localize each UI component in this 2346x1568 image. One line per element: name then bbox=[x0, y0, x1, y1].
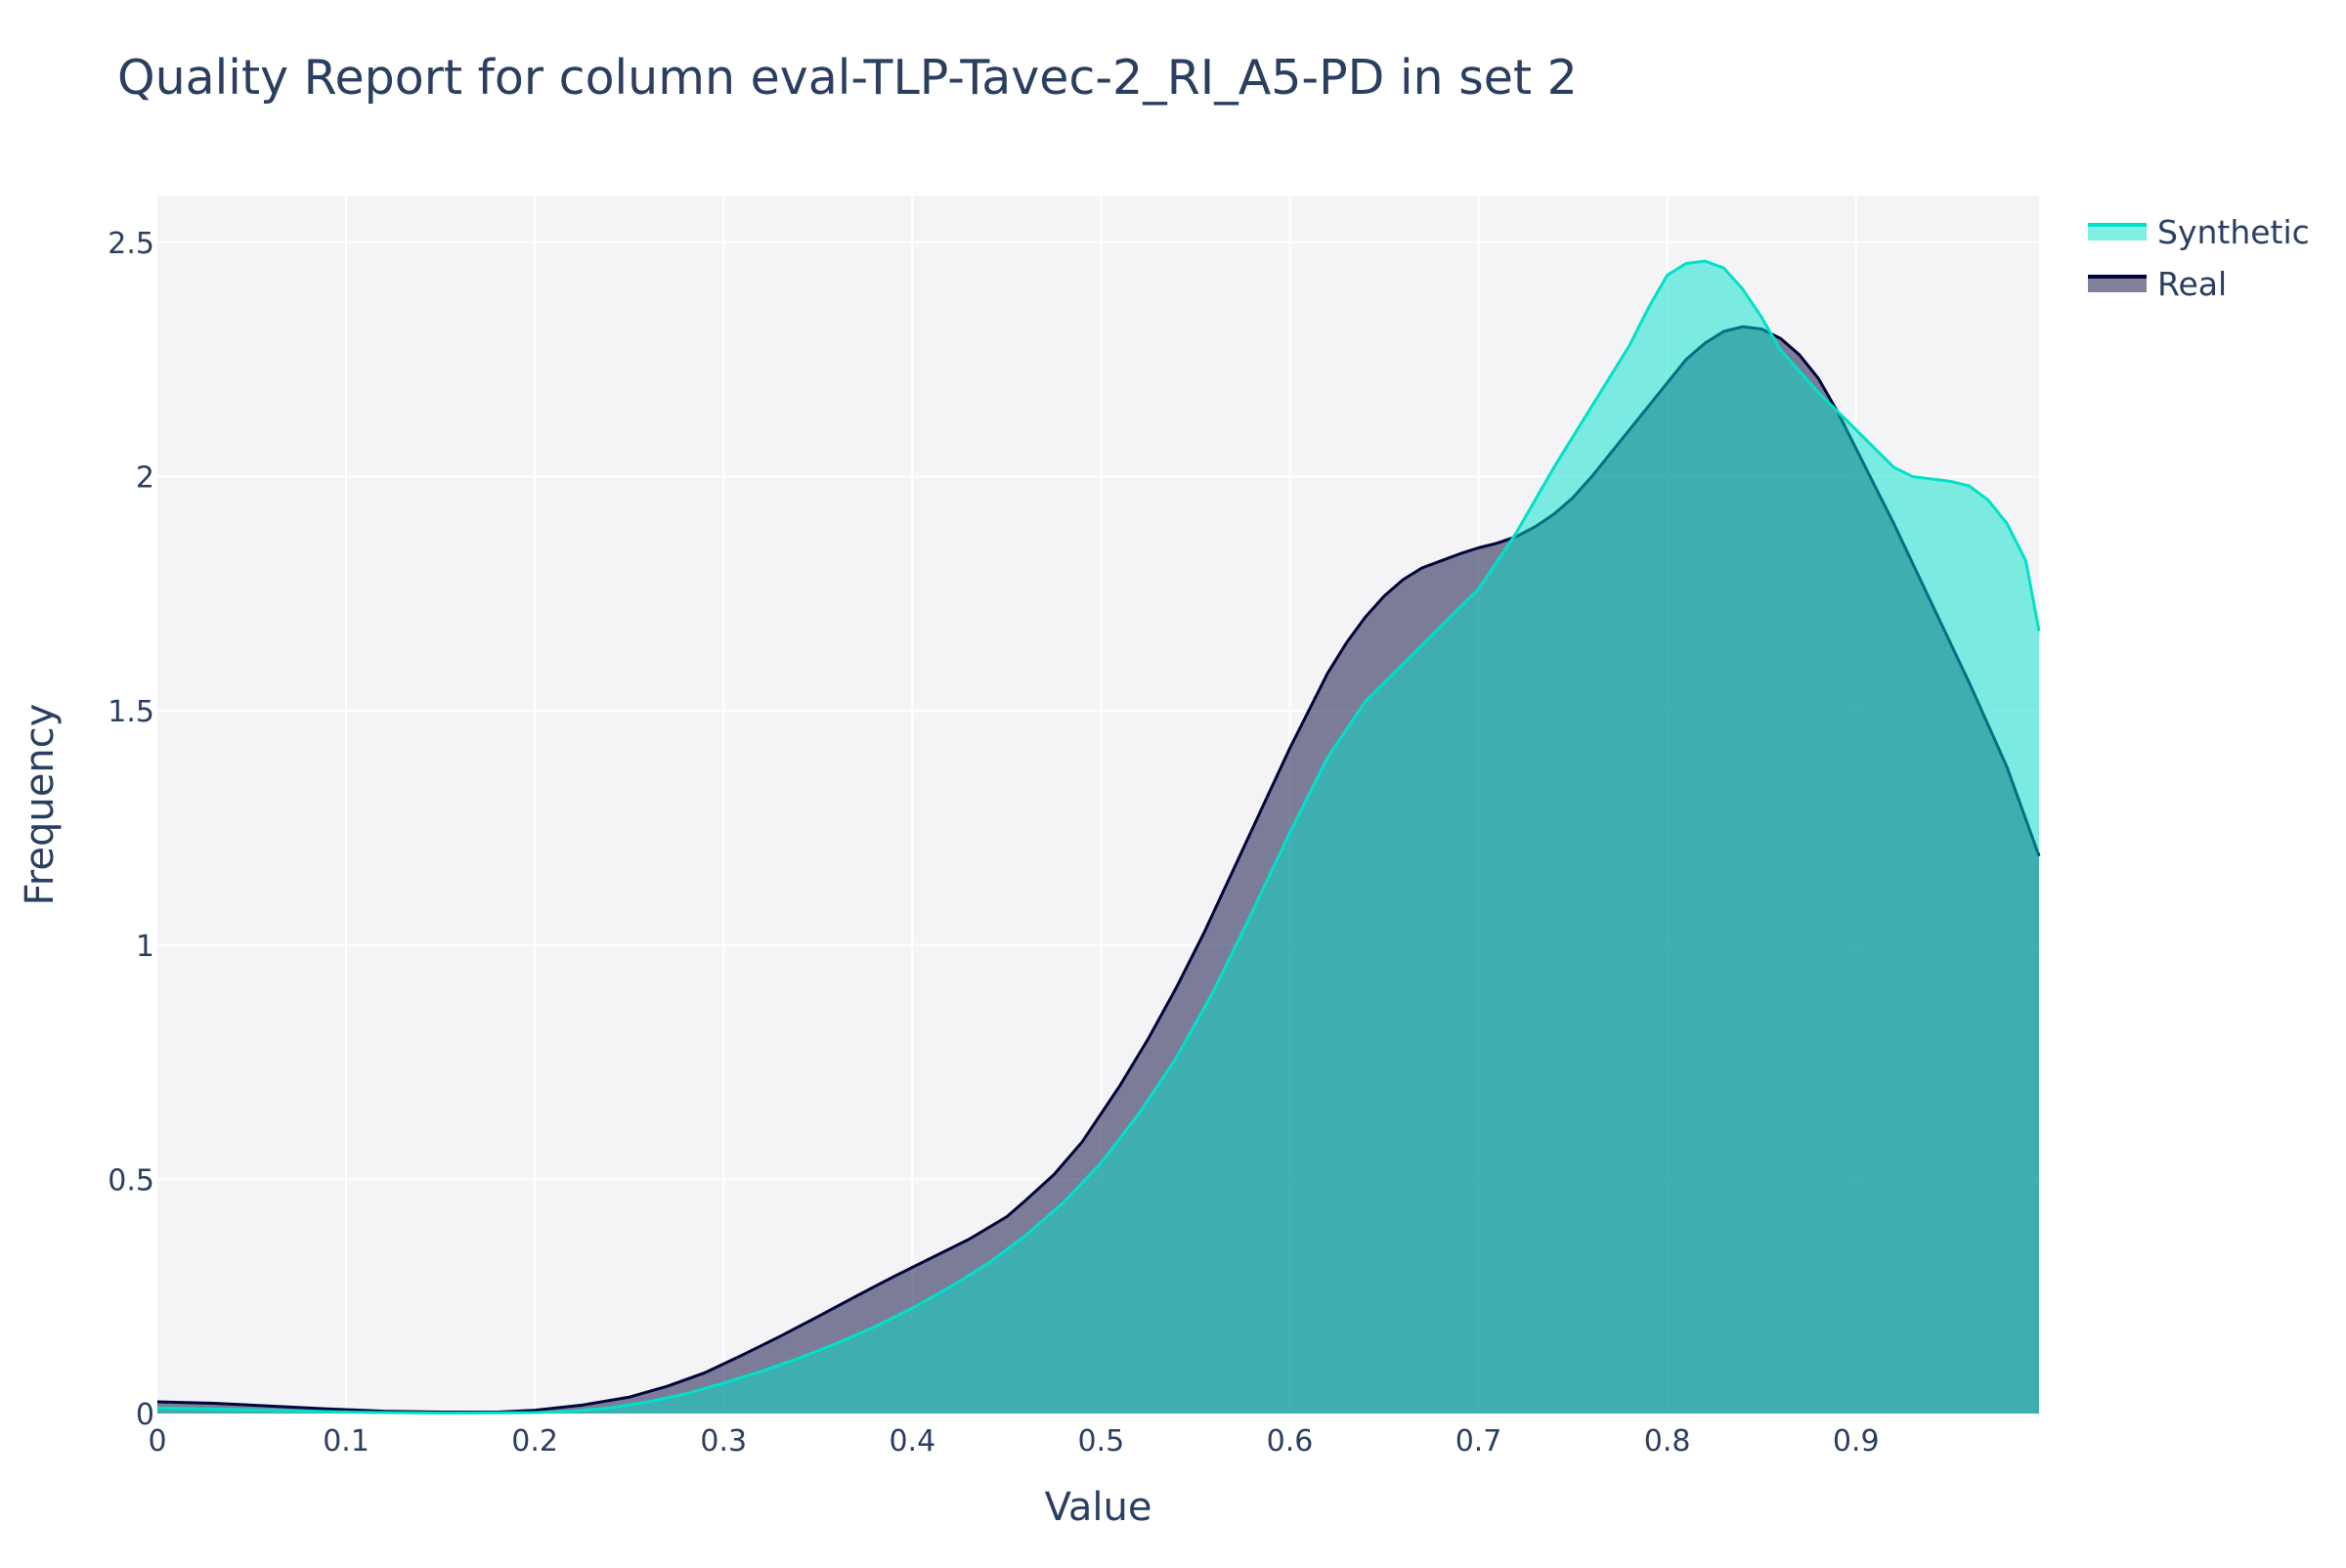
legend-label: Synthetic bbox=[2157, 213, 2310, 251]
y-tick-label: 0.5 bbox=[108, 1163, 154, 1198]
legend-swatch-fill bbox=[2088, 225, 2147, 240]
y-tick-label: 2 bbox=[136, 461, 154, 496]
y-tick-label: 0 bbox=[136, 1398, 154, 1432]
x-tick-label: 0.9 bbox=[1833, 1424, 1880, 1459]
x-tick-label: 0.4 bbox=[889, 1424, 935, 1459]
x-tick-label: 0.7 bbox=[1455, 1424, 1502, 1459]
y-tick-label: 1.5 bbox=[108, 695, 154, 729]
x-tick-label: 0.5 bbox=[1078, 1424, 1125, 1459]
y-axis-title: Frequency bbox=[18, 704, 63, 906]
legend-swatch-fill bbox=[2088, 277, 2147, 292]
x-tick-label: 0.6 bbox=[1267, 1424, 1314, 1459]
x-tick-label: 0.8 bbox=[1644, 1424, 1691, 1459]
x-tick-label: 0.2 bbox=[511, 1424, 558, 1459]
x-tick-label: 0.1 bbox=[323, 1424, 369, 1459]
x-axis-title: Value bbox=[1045, 1485, 1152, 1530]
legend-label: Real bbox=[2157, 265, 2227, 303]
chart-title: Quality Report for column eval-TLP-Tavec… bbox=[117, 50, 1578, 106]
x-tick-label: 0.3 bbox=[700, 1424, 747, 1459]
y-tick-label: 2.5 bbox=[108, 227, 154, 261]
y-tick-label: 1 bbox=[136, 930, 154, 964]
